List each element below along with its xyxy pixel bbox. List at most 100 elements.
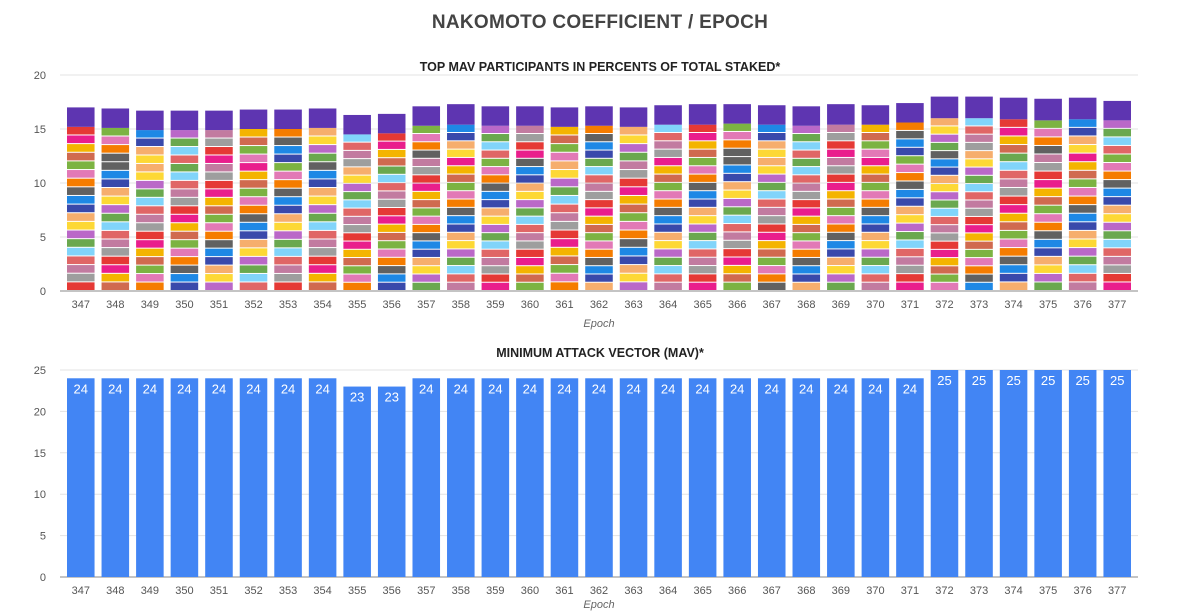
bar-segment [205, 231, 233, 240]
bar-segment [67, 247, 95, 256]
x-tick-label: 367 [763, 585, 781, 597]
stacked-bar [101, 108, 130, 290]
bar-segment [274, 222, 302, 231]
bar-segment [1103, 180, 1131, 188]
bar-segment [101, 188, 130, 196]
bar-segment-top [274, 109, 302, 129]
bar-segment [1068, 119, 1097, 127]
stacked-bar [516, 106, 544, 290]
stacked-bar [308, 108, 337, 290]
bar-segment [412, 282, 441, 290]
x-tick-label: 361 [555, 585, 573, 597]
bar-segment [723, 198, 751, 207]
bar-segment [930, 142, 959, 151]
bar-segment [861, 166, 890, 174]
bar-segment [1068, 145, 1097, 153]
mav-bar [792, 378, 821, 577]
y-tick-label: 20 [34, 70, 46, 82]
bar-segment [896, 181, 924, 189]
bar-segment [827, 174, 855, 182]
stacked-bar [930, 96, 959, 290]
bar-segment [861, 124, 890, 132]
bar-segment [930, 249, 959, 258]
bar-segment [170, 240, 199, 248]
bar-segment [516, 183, 544, 191]
bar-segment [136, 282, 164, 290]
mav-bar [412, 378, 441, 577]
bar-segment [965, 175, 993, 184]
bar-segment [447, 141, 475, 149]
bar-segment [481, 266, 510, 274]
bar-segment [999, 248, 1028, 256]
bar-segment [481, 142, 510, 150]
bar-segment [377, 241, 406, 249]
bar-segment [861, 191, 890, 199]
bar-segment [377, 158, 406, 166]
stacked-bar-chart: 0 5 10 15 20 347 348 349 350 351 352 353 354 355 356 35… [34, 70, 1138, 330]
bar-segment [757, 274, 786, 282]
y-tick-label: 5 [40, 531, 46, 543]
bar-segment [688, 241, 717, 249]
bar-segment [136, 231, 164, 240]
bar-segment [447, 174, 475, 182]
bar-segment [965, 249, 993, 258]
bar-segment [516, 150, 544, 158]
mav-bar [101, 378, 130, 577]
bar-segment [412, 125, 441, 134]
y-tick-label: 20 [34, 406, 46, 418]
bar-segment [688, 232, 717, 241]
bar-segment [861, 157, 890, 166]
stacked-bar [67, 107, 95, 290]
bar-segment [930, 167, 959, 175]
mav-bar [308, 378, 337, 577]
bar-segment [930, 134, 959, 142]
bar-segment [136, 180, 164, 189]
stacked-bar [550, 107, 579, 290]
bar-segment [412, 257, 441, 266]
mav-bar [999, 370, 1028, 577]
bar-segment [723, 282, 751, 290]
mav-data-label: 23 [350, 390, 364, 405]
bar-segment [239, 197, 268, 205]
bar-segment [377, 257, 406, 266]
bar-segment [619, 256, 648, 265]
mav-data-label: 24 [281, 381, 295, 396]
mav-data-label: 24 [523, 381, 537, 396]
bar-segment [67, 170, 95, 178]
bar-segment [585, 224, 613, 233]
bar-segment [654, 174, 682, 182]
bar-segment [930, 159, 959, 167]
bar-segment [274, 188, 302, 197]
bar-segment [239, 180, 268, 188]
bar-segment [343, 192, 371, 200]
bar-segment [274, 282, 302, 290]
bar-segment [516, 158, 544, 167]
x-tick-label: 373 [970, 299, 988, 311]
bar-segment [896, 240, 924, 248]
bar-segment [723, 190, 751, 198]
bar-segment-top [101, 108, 130, 128]
bar-segment-top [1034, 98, 1062, 121]
bar-segment [1034, 128, 1062, 137]
bar-segment [792, 274, 821, 282]
bar-segment [827, 132, 855, 141]
stacked-bar [1103, 100, 1131, 290]
x-tick-label: 347 [72, 585, 90, 597]
bar-segment [274, 205, 302, 214]
mav-data-label: 24 [868, 381, 882, 396]
bar-segment [757, 149, 786, 157]
bar-segment [205, 248, 233, 257]
bar-segment [447, 132, 475, 141]
bar-segment [965, 142, 993, 151]
mav-bar [1103, 370, 1131, 577]
bar-segment [205, 223, 233, 231]
bar-segment [757, 124, 786, 132]
bar-segment [412, 249, 441, 257]
bar-segment-top [136, 110, 164, 131]
bar-segment [550, 265, 579, 273]
mav-data-label: 25 [1110, 373, 1124, 388]
bar-segment [585, 208, 613, 216]
bar-segment [136, 172, 164, 180]
bar-segment [377, 133, 406, 141]
